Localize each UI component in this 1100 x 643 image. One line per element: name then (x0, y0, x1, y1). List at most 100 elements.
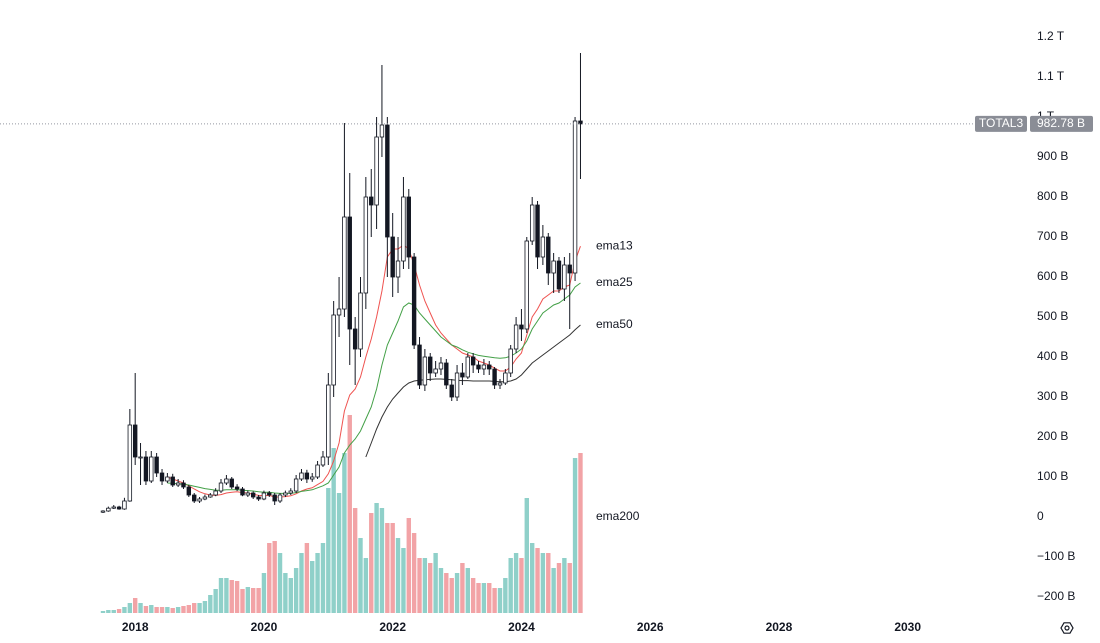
volume-bar (438, 568, 444, 613)
candle-body (572, 120, 578, 274)
candle-body (476, 364, 481, 370)
candle-body (417, 344, 422, 386)
candle-body (503, 372, 508, 384)
volume-bar (476, 583, 481, 613)
volume-bar (497, 588, 503, 613)
x-tick-label: 2018 (122, 620, 149, 634)
volume-bar (116, 609, 122, 613)
candle-body (202, 496, 208, 500)
volume-bar (213, 589, 218, 613)
x-tick-label: 2028 (766, 620, 793, 634)
candle-body (379, 124, 385, 138)
volume-bar (111, 610, 116, 613)
y-tick-label: 900 B (1037, 149, 1068, 163)
volume-bar (106, 610, 111, 613)
candle-body (326, 384, 331, 458)
volume-bar (572, 458, 578, 613)
volume-bar (192, 603, 197, 613)
volume-bar (529, 543, 535, 613)
candle-body (401, 196, 406, 262)
candle-body (100, 510, 106, 513)
candle-body (390, 236, 395, 278)
candle-body (181, 482, 186, 488)
candle-body (460, 372, 465, 378)
volume-bar (347, 415, 352, 613)
candle-body (293, 478, 299, 492)
volume-bar (127, 603, 133, 613)
candle-body (529, 204, 535, 242)
volume-bar (336, 493, 342, 613)
candle-body (363, 196, 369, 294)
candle-body (304, 472, 310, 480)
candle-body (261, 492, 267, 500)
volume-bar (288, 578, 293, 613)
settings-hexagon[interactable] (1060, 622, 1074, 634)
candle-body (352, 328, 358, 350)
candle-body (406, 196, 411, 258)
volume-bar (342, 453, 347, 613)
volume-bar (470, 578, 476, 613)
candle-body (438, 362, 444, 370)
candle-body (224, 478, 229, 484)
candle-body (213, 490, 218, 496)
candle-body (513, 324, 519, 350)
volume-bar (562, 558, 567, 613)
candle-body (444, 362, 449, 386)
candle-body (492, 368, 497, 386)
candle-body (256, 496, 261, 500)
candle-body (197, 498, 202, 502)
candle-body (358, 292, 363, 350)
candle-body (267, 492, 272, 496)
y-tick-label: 100 B (1037, 469, 1068, 483)
candle-body (465, 356, 471, 378)
volume-bar (320, 543, 326, 613)
volume-bar (170, 608, 175, 613)
x-tick-label: 2022 (379, 620, 406, 634)
symbol-tag-text: TOTAL3 (979, 116, 1024, 130)
volume-bar (293, 568, 299, 613)
volume-bar (508, 558, 513, 613)
volume-bar (186, 605, 192, 613)
candle-body (127, 424, 133, 502)
volume-bar (122, 607, 127, 613)
candle-body (138, 456, 143, 459)
volume-bar (326, 488, 331, 613)
volume-bar (202, 601, 208, 613)
volume-bar (138, 603, 143, 613)
indicator-line (365, 324, 581, 458)
volume-bar (465, 568, 471, 613)
volume-bar (363, 558, 369, 613)
candle-body (165, 476, 170, 482)
indicator-label: ema50 (596, 317, 633, 331)
candle-body (497, 382, 503, 386)
candle-body (369, 196, 374, 206)
volume-bar (519, 558, 524, 613)
volume-bar (352, 508, 358, 613)
candle-body (449, 384, 454, 398)
x-tick-label: 2024 (508, 620, 535, 634)
volume-bar (208, 595, 213, 613)
candle-body (433, 368, 438, 374)
candle-body (508, 348, 513, 374)
y-tick-label: 1.2 T (1037, 29, 1065, 43)
settings-icon[interactable] (1060, 622, 1074, 634)
candle-body (192, 494, 197, 502)
y-tick-label: 700 B (1037, 229, 1068, 243)
volume-bar (149, 605, 154, 613)
volume-bar (417, 558, 422, 613)
settings-dot[interactable] (1064, 625, 1070, 631)
volume-bar (143, 606, 149, 613)
candle-body (551, 260, 556, 274)
candle-body (567, 264, 572, 274)
volume-bar (460, 563, 465, 613)
candle-body (556, 260, 562, 290)
candle-body (149, 456, 154, 482)
volume-bar (154, 607, 159, 613)
candle-body (299, 472, 304, 480)
candle-body (385, 124, 390, 238)
candle-body (143, 456, 149, 482)
candle-body (578, 120, 583, 125)
candle-body (428, 356, 433, 374)
volume-bar (234, 581, 240, 613)
